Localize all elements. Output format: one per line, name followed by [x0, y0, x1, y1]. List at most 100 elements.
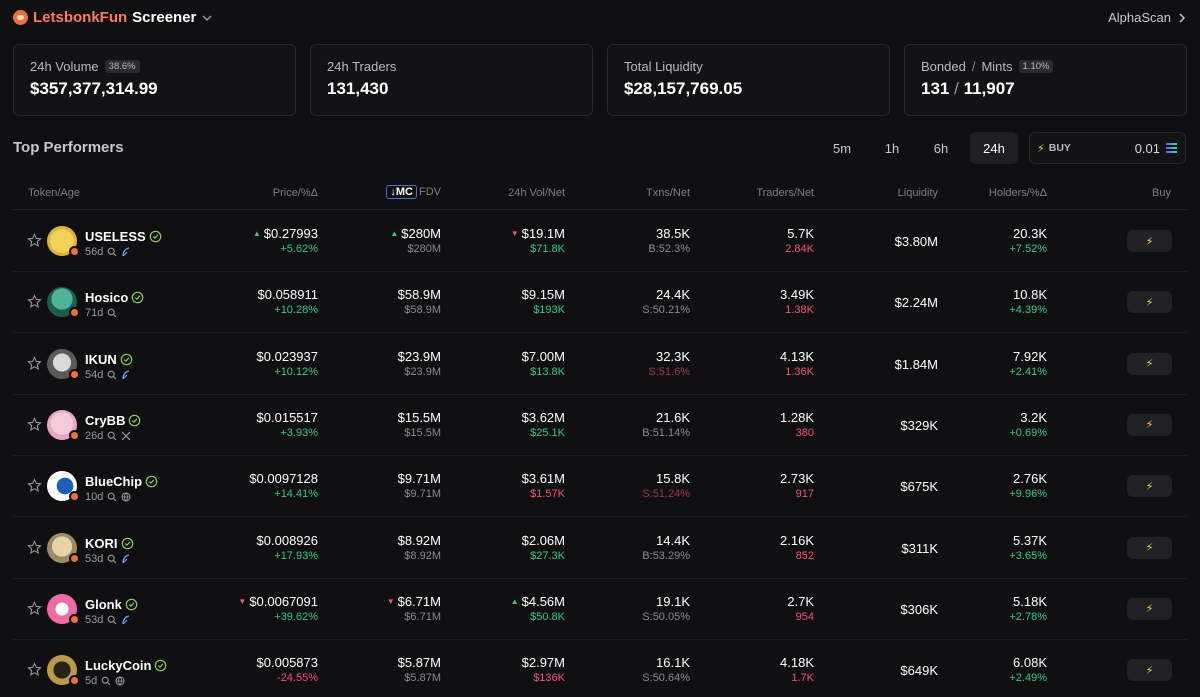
quick-buy-amount-input[interactable]	[1090, 140, 1160, 156]
quick-buy-button[interactable]: ⚡	[1127, 291, 1172, 314]
col-txns[interactable]: Txns/Net	[645, 187, 690, 199]
traders-net: 1.38K	[785, 304, 814, 317]
star-icon[interactable]	[27, 294, 42, 309]
price-change: +3.93%	[280, 426, 318, 439]
table-row[interactable]: USELESS 56d ▲ $0.27993 +5.62% ▲ $280M $280…	[13, 211, 1187, 272]
quick-buy-button[interactable]: ⚡	[1127, 659, 1172, 682]
star-icon[interactable]	[27, 355, 42, 371]
search-icon[interactable]	[107, 370, 117, 380]
timeframe-24h[interactable]: 24h	[970, 132, 1018, 164]
volume-cell: ▼ $19.1M $71.8K	[511, 226, 565, 255]
token-price: $0.005873	[256, 655, 318, 671]
feather-icon[interactable]	[121, 615, 131, 625]
table-row[interactable]: LuckyCoin 5d $0.005873 -24.55% $5.87M $5…	[13, 640, 1187, 697]
volume-net: $13.8K	[530, 365, 565, 378]
quick-buy-button[interactable]: ⚡	[1127, 475, 1172, 498]
lightning-icon: ⚡	[1145, 358, 1154, 371]
fdv: $58.9M	[404, 304, 441, 317]
volume-24h: $19.1M	[521, 226, 565, 241]
col-fdv-label: FDV	[419, 186, 441, 198]
col-traders[interactable]: Traders/Net	[756, 187, 814, 199]
search-icon[interactable]	[107, 615, 117, 625]
volume-net: $71.8K	[530, 243, 565, 255]
feather-icon[interactable]	[121, 247, 131, 257]
star-icon[interactable]	[27, 478, 42, 493]
traders-cell: 4.13K 1.36K	[780, 349, 814, 378]
feather-icon[interactable]	[121, 370, 131, 380]
table-row[interactable]: IKUN 54d $0.023937 +10.12% $23.9M $23.9M…	[13, 334, 1187, 395]
quick-buy-button[interactable]: ⚡	[1127, 597, 1172, 620]
timeframe-5m[interactable]: 5m	[832, 140, 852, 156]
search-icon[interactable]	[107, 554, 117, 564]
globe-icon[interactable]	[121, 492, 131, 502]
table-row[interactable]: BlueChip 10d $0.0097128 +14.41% $9.71M $…	[13, 456, 1187, 518]
up-arrow-icon: ▲	[252, 229, 261, 238]
holders-cell: 2.76K +9.96%	[1009, 471, 1047, 500]
star-icon[interactable]	[27, 417, 42, 432]
col-liquidity[interactable]: Liquidity	[897, 187, 938, 199]
quick-buy-button[interactable]: ⚡	[1127, 352, 1172, 375]
liquidity-cell: $649K	[900, 663, 938, 678]
table-row[interactable]: Hosico 71d $0.058911 +10.28% $58.9M $58.…	[13, 272, 1187, 334]
volume-cell: $2.97M $136K	[522, 655, 565, 684]
holders-cell: 5.37K +3.65%	[1009, 533, 1047, 562]
search-icon[interactable]	[107, 492, 117, 502]
search-icon[interactable]	[107, 431, 117, 441]
col-volume[interactable]: 24h Vol/Net	[508, 187, 565, 199]
traders-cell: 5.7K 2.84K	[785, 226, 814, 255]
screener-selector[interactable]: LetsbonkFun Screener	[13, 9, 213, 26]
star-icon[interactable]	[27, 233, 42, 248]
col-price[interactable]: Price/%Δ	[272, 187, 318, 199]
fdv: $280M	[407, 243, 441, 255]
star-icon[interactable]	[27, 600, 42, 616]
token-name[interactable]: USELESS	[85, 229, 146, 244]
holders-cell: 3.2K +0.69%	[1009, 410, 1047, 439]
holders-count: 7.92K	[1013, 348, 1047, 364]
volume-24h: $9.15M	[521, 287, 565, 303]
down-arrow-icon: ▼	[510, 229, 519, 238]
table-row[interactable]: CryBB 26d $0.015517 +3.93% $15.5M $15.5M…	[13, 395, 1187, 456]
col-holders[interactable]: Holders/%Δ	[988, 187, 1047, 199]
holders-change: +2.41%	[1009, 365, 1047, 378]
traders-net: 1.36K	[785, 365, 814, 378]
stat-card-bonded-mints: Bonded / Mints 1.10% 131 / 11,907	[904, 44, 1187, 116]
col-token-age[interactable]: Token/Age	[28, 187, 80, 199]
token-name[interactable]: CryBB	[85, 412, 126, 428]
liquidity-cell: $675K	[900, 479, 938, 494]
token-age: 26d	[85, 429, 104, 442]
timeframe-1h[interactable]: 1h	[884, 140, 900, 156]
token-name[interactable]: Glonk	[85, 596, 122, 612]
quick-buy-button[interactable]: ⚡	[1127, 413, 1172, 436]
holders-count: 10.8K	[1013, 287, 1047, 303]
holders-change: +0.69%	[1009, 426, 1047, 439]
search-icon[interactable]	[107, 247, 117, 257]
market-cap: $15.5M	[397, 409, 441, 425]
token-name[interactable]: IKUN	[85, 351, 117, 367]
volume-net: $136K	[533, 672, 565, 685]
mc-sort-active[interactable]: ↓ MC	[386, 185, 417, 199]
timeframe-6h[interactable]: 6h	[933, 140, 949, 156]
quick-buy-button[interactable]: ⚡	[1127, 536, 1172, 559]
token-name[interactable]: LuckyCoin	[85, 658, 152, 674]
price-change: +10.12%	[274, 365, 318, 378]
token-name[interactable]: Hosico	[85, 290, 129, 306]
liquidity-value: $649K	[900, 663, 938, 679]
feather-icon[interactable]	[121, 553, 131, 564]
x-twitter-icon[interactable]	[121, 431, 131, 441]
star-icon[interactable]	[27, 662, 42, 677]
table-row[interactable]: KORI 53d $0.008926 +17.93% $8.92M $8.92M…	[13, 518, 1187, 579]
search-icon[interactable]	[101, 676, 111, 686]
token-name[interactable]: BlueChip	[85, 474, 143, 490]
search-icon[interactable]	[107, 308, 117, 318]
globe-icon[interactable]	[115, 676, 125, 686]
star-icon[interactable]	[27, 539, 42, 555]
stat-badge: 38.6%	[104, 60, 140, 73]
quick-buy-amount[interactable]: ⚡ BUY	[1029, 132, 1186, 164]
quick-buy-button[interactable]: ⚡	[1127, 230, 1172, 252]
liquidity-cell: $306K	[900, 602, 938, 617]
token-name[interactable]: KORI	[85, 535, 118, 551]
col-mc-fdv[interactable]: ↓ MC FDV	[386, 185, 441, 199]
price-cell: ▲ $0.27993 +5.62%	[253, 226, 318, 255]
alphascan-link[interactable]: AlphaScan	[1108, 10, 1187, 25]
table-row[interactable]: Glonk 53d ▼ $0.0067091 +39.62% ▼ $6.71M $6…	[13, 579, 1187, 640]
